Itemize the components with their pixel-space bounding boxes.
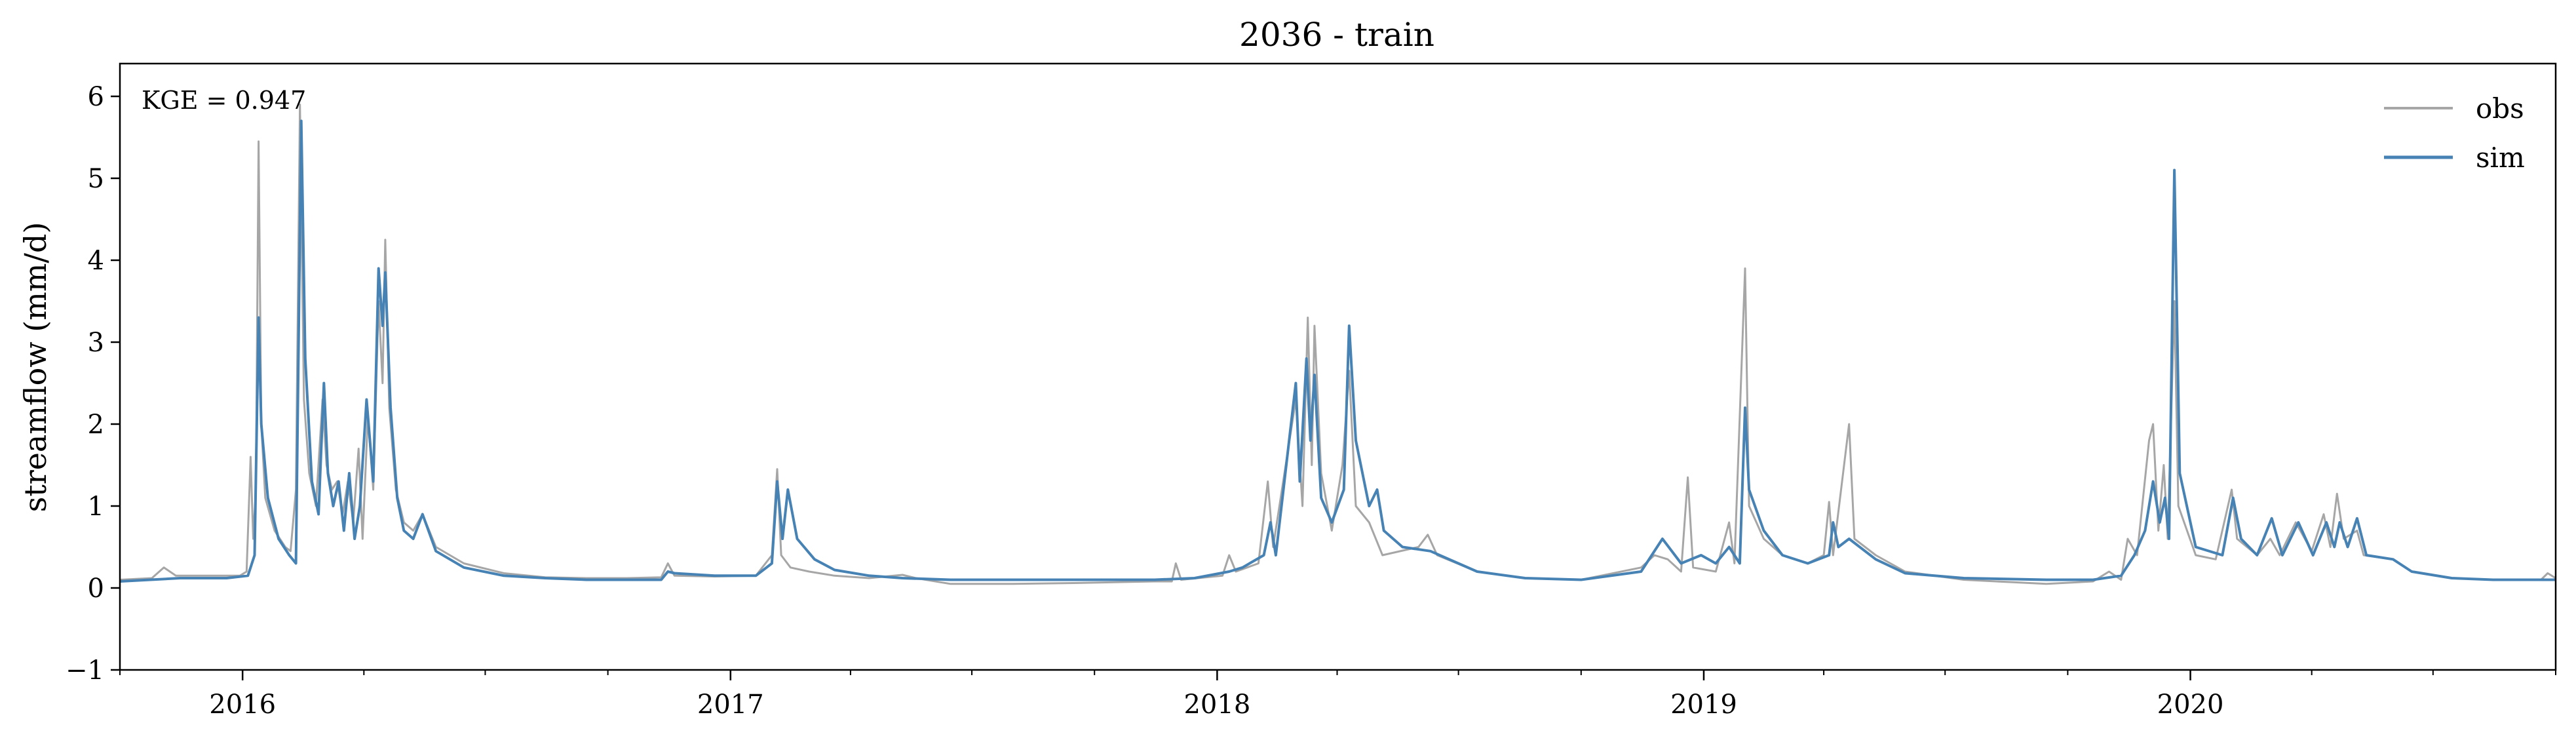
y-tick-label: 5 <box>88 164 104 194</box>
legend-obs-label: obs <box>2476 92 2524 125</box>
y-axis-label: streamflow (mm/d) <box>18 222 53 513</box>
x-axis: 2016 2017 2018 2019 2020 <box>119 670 2556 720</box>
x-tick-label: 2020 <box>2157 690 2224 720</box>
series-line-obs <box>119 104 2556 585</box>
x-tick-label: 2016 <box>209 690 276 720</box>
chart-title: 2036 - train <box>1239 16 1434 54</box>
x-tick-label: 2018 <box>1183 690 1250 720</box>
y-tick-label: −1 <box>66 655 104 686</box>
x-tick-label: 2019 <box>1670 690 1737 720</box>
plot-lines <box>119 104 2556 585</box>
y-tick-label: 0 <box>88 574 104 604</box>
legend-sim-label: sim <box>2476 142 2525 174</box>
y-tick-label: 2 <box>88 410 104 440</box>
kge-annotation: KGE = 0.947 <box>142 86 306 115</box>
y-tick-label: 4 <box>88 246 104 276</box>
y-tick-label: 3 <box>88 328 104 358</box>
y-tick-label: 1 <box>88 492 104 522</box>
y-axis: −1 0 1 2 3 4 5 6 <box>66 82 120 686</box>
series-line-sim <box>119 119 2556 583</box>
plot-frame <box>119 62 2557 671</box>
x-tick-label: 2017 <box>697 690 764 720</box>
legend: obs sim <box>2384 92 2525 174</box>
y-tick-label: 6 <box>88 82 104 112</box>
